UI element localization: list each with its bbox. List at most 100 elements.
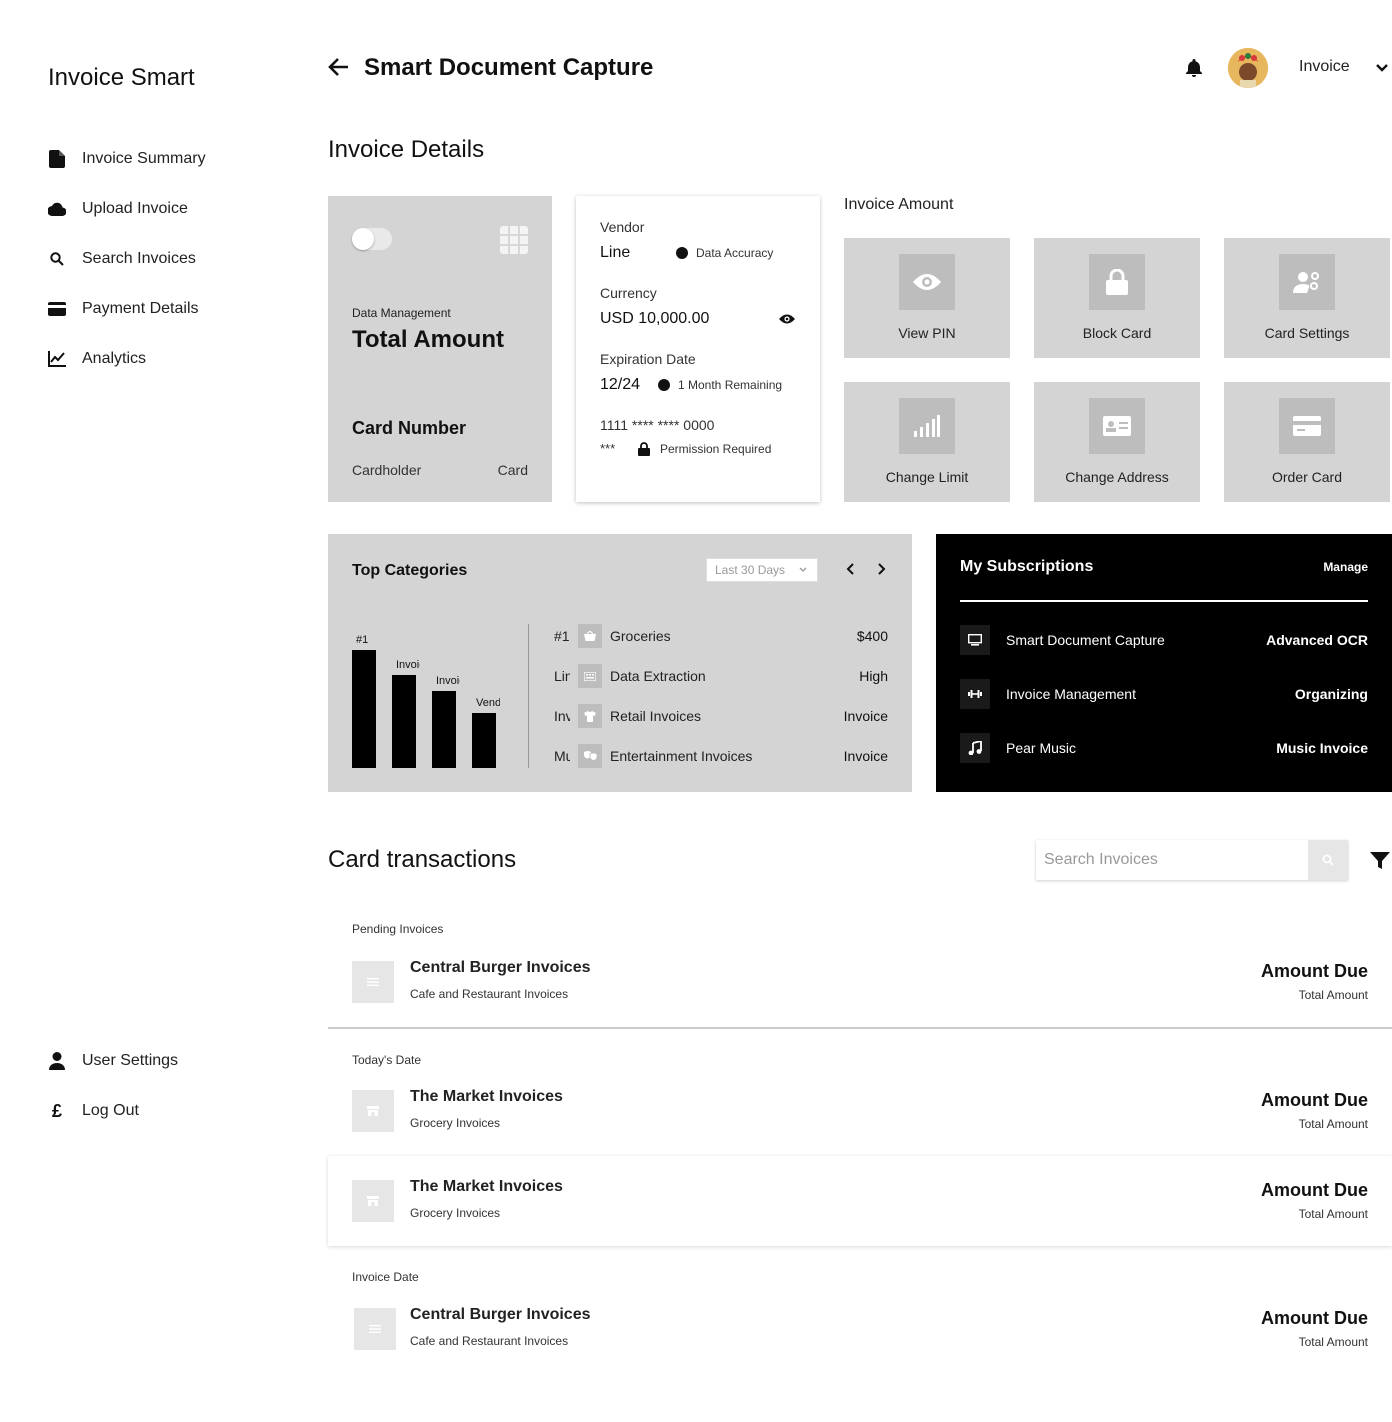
search-icon: [1322, 854, 1334, 866]
expiry-remaining-note: 1 Month Remaining: [658, 378, 782, 392]
back-arrow-icon[interactable]: [328, 56, 350, 78]
sidebar-item-label: Log Out: [82, 1102, 139, 1119]
id-card-icon: [1103, 416, 1131, 436]
sidebar-item-label: Payment Details: [82, 300, 199, 317]
credit-card-icon: [1293, 416, 1321, 436]
sidebar-item-user-settings[interactable]: User Settings: [48, 1036, 288, 1086]
search-button[interactable]: [1308, 840, 1348, 880]
category-bar: [432, 691, 456, 768]
subscription-row[interactable]: Pear Music Music Invoice: [960, 733, 1368, 763]
cardholder-label: Cardholder: [352, 462, 422, 478]
category-rank: Invoice: [554, 708, 570, 724]
eye-icon[interactable]: [779, 312, 795, 326]
category-row[interactable]: Line Data Extraction High: [554, 664, 888, 688]
subscription-row[interactable]: Smart Document Capture Advanced OCR: [960, 625, 1368, 655]
transaction-row[interactable]: The Market Invoices Grocery Invoices Amo…: [328, 1156, 1392, 1246]
group-label: Pending Invoices: [352, 922, 444, 936]
subscription-name: Pear Music: [1006, 740, 1077, 756]
chevron-right-icon[interactable]: [874, 562, 888, 576]
page-title: Smart Document Capture: [364, 54, 654, 81]
user-menu-label[interactable]: Invoice: [1299, 58, 1350, 75]
receipt-icon: [354, 1308, 396, 1350]
transaction-amount: Amount Due: [1261, 1090, 1368, 1110]
transaction-category: Cafe and Restaurant Invoices: [410, 987, 569, 1001]
change-address-button[interactable]: Change Address: [1034, 382, 1200, 502]
cloud-icon: [48, 200, 66, 218]
subscription-tag: Music Invoice: [1276, 740, 1368, 756]
permission-note: Permission Required: [638, 442, 771, 456]
chevron-left-icon[interactable]: [844, 562, 858, 576]
sidebar-item-invoice-summary[interactable]: Invoice Summary: [48, 134, 288, 184]
sidebar-item-analytics[interactable]: Analytics: [48, 334, 288, 384]
category-value: Invoice: [843, 708, 888, 724]
subscription-name: Smart Document Capture: [1006, 632, 1165, 648]
top-categories-panel: Top Categories Last 30 Days #1InvoiceInv…: [328, 534, 912, 792]
sidebar-bottom-nav: User Settings £ Log Out: [48, 1036, 288, 1136]
card-number-masked: 1111 **** **** 0000: [600, 417, 715, 433]
sidebar-item-label: Upload Invoice: [82, 200, 188, 217]
transaction-category: Cafe and Restaurant Invoices: [410, 1334, 569, 1348]
card-subtitle: Data Management: [352, 306, 451, 320]
status-dot-icon: [676, 247, 688, 259]
category-rank: Line: [554, 668, 570, 684]
subscription-row[interactable]: Invoice Management Organizing: [960, 679, 1368, 709]
block-card-button[interactable]: Block Card: [1034, 238, 1200, 358]
card-toggle[interactable]: [352, 228, 392, 250]
brand-title: Invoice Smart: [48, 64, 195, 91]
store-icon: [352, 1090, 394, 1132]
category-row[interactable]: #1 Groceries $400: [554, 624, 888, 648]
transaction-row[interactable]: Central Burger Invoices Cafe and Restaur…: [328, 937, 1392, 1027]
sidebar-item-log-out[interactable]: £ Log Out: [48, 1086, 288, 1136]
pound-icon: £: [51, 1100, 62, 1121]
transaction-row[interactable]: The Market Invoices Grocery Invoices Amo…: [328, 1066, 1392, 1156]
manage-subscriptions-button[interactable]: Manage: [1323, 560, 1368, 574]
category-row[interactable]: Music Entertainment Invoices Invoice: [554, 744, 888, 768]
sidebar-item-upload-invoice[interactable]: Upload Invoice: [48, 184, 288, 234]
category-value: Invoice: [843, 748, 888, 764]
search-input[interactable]: [1036, 840, 1308, 880]
transaction-sub: Total Amount: [1298, 1207, 1368, 1221]
view-pin-button[interactable]: View PIN: [844, 238, 1010, 358]
transactions-title: Card transactions: [328, 846, 517, 873]
category-bar: [472, 713, 496, 768]
category-bar: [392, 675, 416, 768]
filter-icon[interactable]: [1370, 851, 1390, 871]
card-settings-button[interactable]: Card Settings: [1224, 238, 1390, 358]
keyboard-icon: [578, 664, 602, 688]
search-box: [1036, 840, 1348, 880]
transaction-sub: Total Amount: [1298, 1335, 1368, 1349]
eye-icon: [913, 274, 941, 290]
transaction-name: Central Burger Invoices: [410, 1306, 591, 1323]
basket-icon: [578, 624, 602, 648]
signal-bars-icon: [914, 415, 940, 437]
category-rank: #1: [554, 628, 570, 644]
card-title: Total Amount: [352, 326, 504, 353]
transaction-sub: Total Amount: [1298, 1117, 1368, 1131]
category-bar-label: #1: [356, 634, 369, 646]
group-label: Today's Date: [352, 1053, 421, 1067]
order-card-button[interactable]: Order Card: [1224, 382, 1390, 502]
music-note-icon: [960, 733, 990, 763]
change-limit-button[interactable]: Change Limit: [844, 382, 1010, 502]
date-range-select[interactable]: Last 30 Days: [706, 558, 818, 582]
sidebar-item-payment-details[interactable]: Payment Details: [48, 284, 288, 334]
sidebar-nav: Invoice Summary Upload Invoice Search In…: [48, 134, 288, 384]
category-name: Entertainment Invoices: [610, 748, 753, 764]
category-bar-label: Invoice: [436, 675, 460, 687]
tile-label: View PIN: [898, 325, 956, 341]
divider: [528, 624, 529, 768]
status-dot-icon: [658, 379, 670, 391]
sidebar-item-search-invoices[interactable]: Search Invoices: [48, 234, 288, 284]
expiry-label: Expiration Date: [600, 351, 696, 367]
subscription-tag: Organizing: [1294, 686, 1368, 702]
line-chart-icon: [48, 350, 66, 368]
card-visual: Data Management Total Amount Card Number…: [328, 196, 552, 502]
bell-icon[interactable]: [1184, 58, 1204, 78]
category-row[interactable]: Invoice Retail Invoices Invoice: [554, 704, 888, 728]
avatar[interactable]: [1228, 48, 1268, 88]
sidebar: Invoice Smart Invoice Summary Upload Inv…: [0, 0, 300, 1422]
chevron-down-icon[interactable]: [1374, 60, 1390, 76]
receipt-icon: [352, 961, 394, 1003]
transaction-row[interactable]: Central Burger Invoices Cafe and Restaur…: [328, 1284, 1392, 1374]
tile-label: Block Card: [1082, 325, 1152, 341]
